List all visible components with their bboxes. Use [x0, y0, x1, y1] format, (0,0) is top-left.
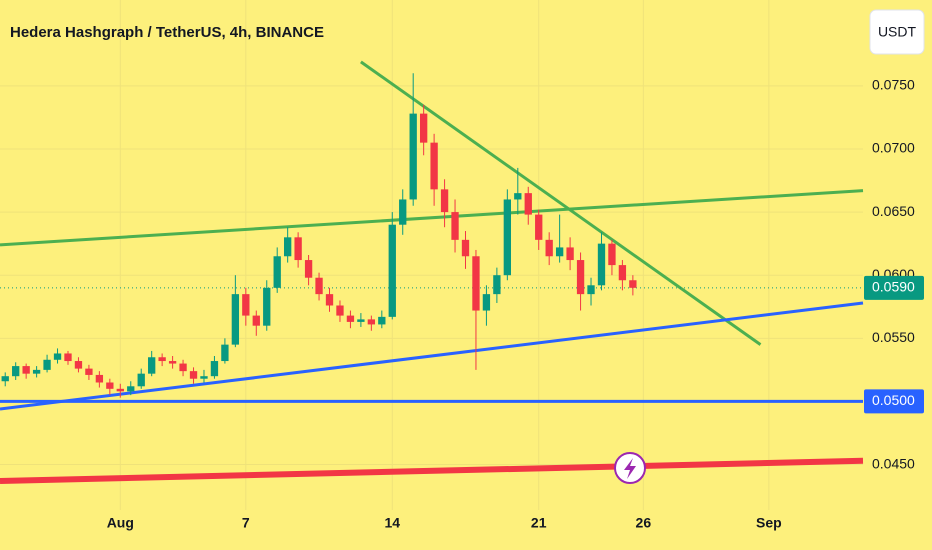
x-tick-label: 14 [384, 515, 400, 531]
candle-body [336, 305, 344, 316]
candle-body [357, 319, 365, 322]
candle-body [231, 294, 240, 345]
candle-body [43, 359, 51, 370]
candle-body [555, 247, 564, 257]
price-label: 0.0590 [872, 279, 915, 295]
candle-body [168, 361, 177, 364]
candle-body [325, 294, 334, 306]
trendline [0, 189, 864, 247]
candle-body [399, 199, 407, 225]
trendline [0, 301, 864, 411]
candles [1, 73, 637, 398]
candle-body [1, 376, 9, 382]
y-tick-label: 0.0650 [872, 203, 915, 219]
trendline [0, 457, 864, 484]
y-tick-label: 0.0550 [872, 329, 915, 345]
x-tick-label: 26 [636, 515, 652, 531]
candle-body [378, 316, 386, 325]
candle-body [493, 275, 501, 295]
candle-body [64, 353, 72, 362]
candle-body [576, 260, 585, 295]
candle-body [22, 366, 30, 374]
y-tick-label: 0.0750 [872, 77, 915, 93]
candle-body [127, 386, 135, 392]
candle-body [419, 113, 428, 143]
candle-body [263, 287, 271, 326]
candle-body [32, 369, 41, 374]
candle-body [367, 319, 376, 325]
candle-body [294, 237, 302, 261]
candle-body [440, 189, 449, 213]
candle-body [210, 361, 219, 377]
candle-body [315, 277, 323, 295]
candle-body [53, 353, 62, 360]
candle-body [472, 256, 480, 311]
candle-body [284, 237, 292, 257]
candle-body [242, 294, 250, 316]
candle-body [608, 243, 616, 266]
candle-body [629, 280, 637, 288]
candle-body [545, 239, 553, 257]
candle-body [148, 357, 156, 374]
candle-body [85, 368, 93, 375]
candle-body [116, 388, 124, 392]
y-tick-label: 0.0700 [872, 140, 915, 156]
candle-body [74, 361, 83, 369]
currency-label[interactable]: USDT [878, 24, 917, 40]
candle-body [12, 366, 20, 377]
candle-body [106, 382, 114, 389]
candle-body [535, 214, 543, 240]
candle-body [137, 373, 145, 387]
alert-bolt[interactable] [624, 458, 636, 479]
labels: 0.04500.05000.05500.06000.06500.07000.07… [107, 77, 924, 531]
candle-body [388, 224, 396, 317]
candle-body [252, 315, 260, 326]
x-tick-label: 21 [531, 515, 547, 531]
candle-body [451, 212, 459, 240]
trendlines [0, 60, 864, 484]
candle-body [221, 344, 229, 362]
candle-body [618, 265, 627, 281]
candle-body [482, 294, 491, 311]
trendline [360, 60, 762, 346]
candle-body [503, 199, 512, 276]
candle-body [158, 357, 166, 362]
price-label-box [864, 275, 924, 300]
candle-body [587, 285, 595, 295]
y-tick-label: 0.0450 [872, 455, 915, 471]
candle-body [514, 193, 522, 200]
candle-body [346, 315, 355, 322]
candle-body [304, 260, 313, 278]
candle-body [430, 142, 438, 190]
candle-body [95, 374, 104, 383]
candle-body [189, 371, 198, 379]
candle-body [200, 376, 208, 379]
candle-body [273, 256, 281, 288]
x-tick-label: Sep [756, 515, 782, 531]
level-label-box [864, 389, 924, 414]
candle-body [566, 247, 574, 261]
x-tick-label: 7 [242, 515, 250, 531]
level-label: 0.0500 [872, 392, 915, 408]
candle-body [409, 113, 417, 200]
x-tick-label: Aug [107, 515, 134, 531]
candle-body [524, 193, 532, 215]
currency-button[interactable] [869, 9, 925, 55]
candle-body [179, 363, 187, 372]
chart-title: Hedera Hashgraph / TetherUS, 4h, BINANCE [10, 24, 324, 41]
candle-body [597, 243, 606, 286]
alert-icon[interactable] [614, 452, 646, 484]
candle-body [461, 239, 470, 257]
